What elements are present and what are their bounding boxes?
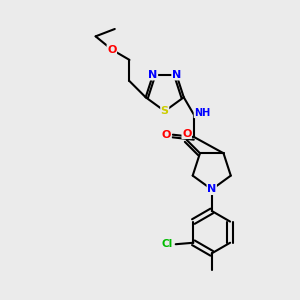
- Text: O: O: [107, 45, 116, 55]
- Text: N: N: [148, 70, 158, 80]
- Text: Cl: Cl: [161, 239, 172, 249]
- Text: NH: NH: [194, 108, 210, 118]
- Text: N: N: [172, 70, 181, 80]
- Text: O: O: [182, 128, 191, 139]
- Text: N: N: [207, 184, 216, 194]
- Text: S: S: [161, 106, 169, 116]
- Text: O: O: [162, 130, 171, 140]
